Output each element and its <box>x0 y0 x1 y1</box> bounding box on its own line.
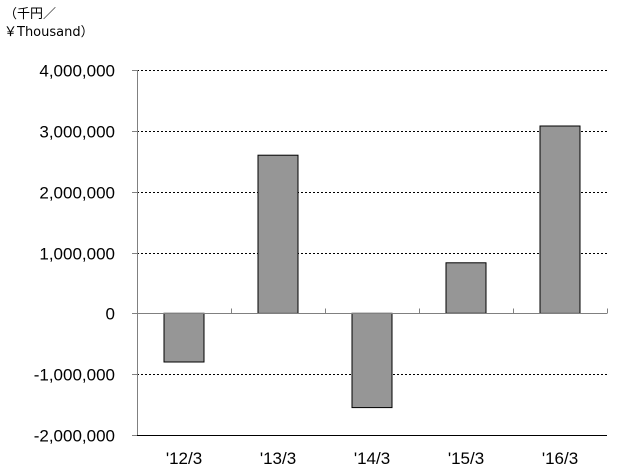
axes <box>132 70 608 436</box>
y-tick-label: -2,000,000 <box>34 427 115 446</box>
y-tick-label: 1,000,000 <box>39 245 115 264</box>
bar-12-3 <box>163 312 205 363</box>
unit-label-line2: ￥Thousand） <box>4 25 94 40</box>
y-tick-label: 4,000,000 <box>39 62 115 81</box>
bar-15-3 <box>445 262 487 314</box>
x-tick-label: '13/3 <box>260 449 296 468</box>
x-tick-label: '15/3 <box>448 449 484 468</box>
x-tick-label: '16/3 <box>542 449 578 468</box>
bar-13-3 <box>257 154 299 314</box>
y-axis-tick-labels: 4,000,000 3,000,000 2,000,000 1,000,000 0 -1,… <box>34 62 115 446</box>
y-tick-label: 3,000,000 <box>39 123 115 142</box>
y-tick-label: -1,000,000 <box>34 366 115 385</box>
x-tick-label: '14/3 <box>354 449 390 468</box>
bar-16-3 <box>539 125 581 314</box>
x-axis-tick-labels: '12/3 '13/3 '14/3 '15/3 '16/3 <box>166 449 578 468</box>
unit-label-line1: （千円／ <box>4 7 57 22</box>
y-tick-label: 0 <box>106 305 115 324</box>
x-tick-label: '12/3 <box>166 449 202 468</box>
bar-series <box>163 125 581 409</box>
unit-label: （千円／ ￥Thousand） <box>4 6 94 42</box>
bar-14-3 <box>351 312 393 409</box>
y-tick-label: 2,000,000 <box>39 184 115 203</box>
